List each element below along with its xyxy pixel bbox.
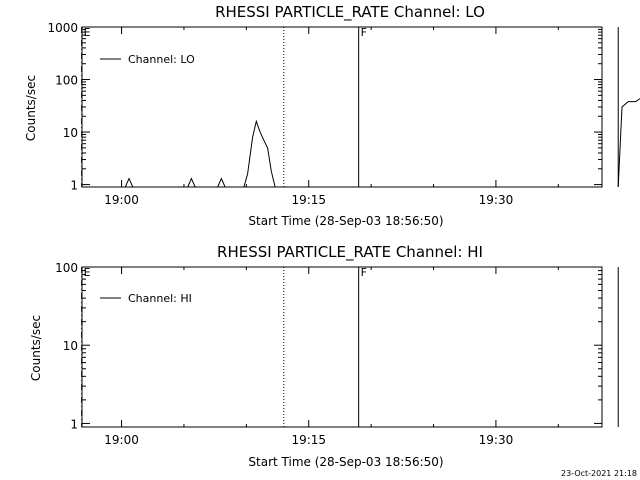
- panel-hi-xlabel: Start Time (28-Sep-03 18:56:50): [248, 455, 443, 469]
- panel-hi-title: RHESSI PARTICLE_RATE Channel: HI: [217, 243, 483, 262]
- panel-hi-legend-label: Channel: HI: [128, 292, 192, 305]
- panel-hi: RHESSI PARTICLE_RATE Channel: HI Counts/…: [29, 243, 619, 469]
- event-marker-label: F: [361, 266, 367, 279]
- panel-lo-legend-label: Channel: LO: [128, 53, 195, 66]
- footer-timestamp: 23-Oct-2021 21:18: [561, 469, 637, 478]
- panel-lo-title: RHESSI PARTICLE_RATE Channel: LO: [215, 3, 485, 22]
- series-line-lo: [243, 119, 276, 188]
- x-tick-label: 19:00: [104, 193, 139, 207]
- y-tick-label: 10: [63, 339, 78, 353]
- series-line-lo: [124, 177, 134, 188]
- x-tick-label: 19:30: [479, 433, 514, 447]
- x-tick-label: 19:15: [291, 433, 326, 447]
- panel-lo: RHESSI PARTICLE_RATE Channel: LO Counts/…: [24, 3, 640, 228]
- series-line-lo: [187, 177, 196, 188]
- series-line-lo: [617, 97, 640, 188]
- x-tick-label: 19:00: [104, 433, 139, 447]
- panel-lo-frame: [81, 26, 603, 188]
- event-marker-label: E: [84, 26, 91, 39]
- x-tick-label: 19:15: [291, 193, 326, 207]
- panel-lo-xlabel: Start Time (28-Sep-03 18:56:50): [248, 214, 443, 228]
- series-line-lo: [217, 177, 226, 188]
- y-tick-label: 100: [55, 261, 78, 275]
- y-tick-label: 1: [70, 179, 78, 193]
- y-tick-label: 100: [55, 74, 78, 88]
- x-tick-label: 19:30: [479, 193, 514, 207]
- event-marker-label: F: [361, 26, 367, 39]
- panel-hi-frame: [81, 266, 603, 428]
- event-marker-label: E: [84, 266, 91, 279]
- y-tick-label: 1000: [47, 21, 78, 35]
- y-tick-label: 10: [63, 126, 78, 140]
- panel-hi-ylabel: Counts/sec: [29, 315, 43, 381]
- panel-lo-ylabel: Counts/sec: [24, 75, 38, 141]
- y-tick-label: 1: [70, 417, 78, 431]
